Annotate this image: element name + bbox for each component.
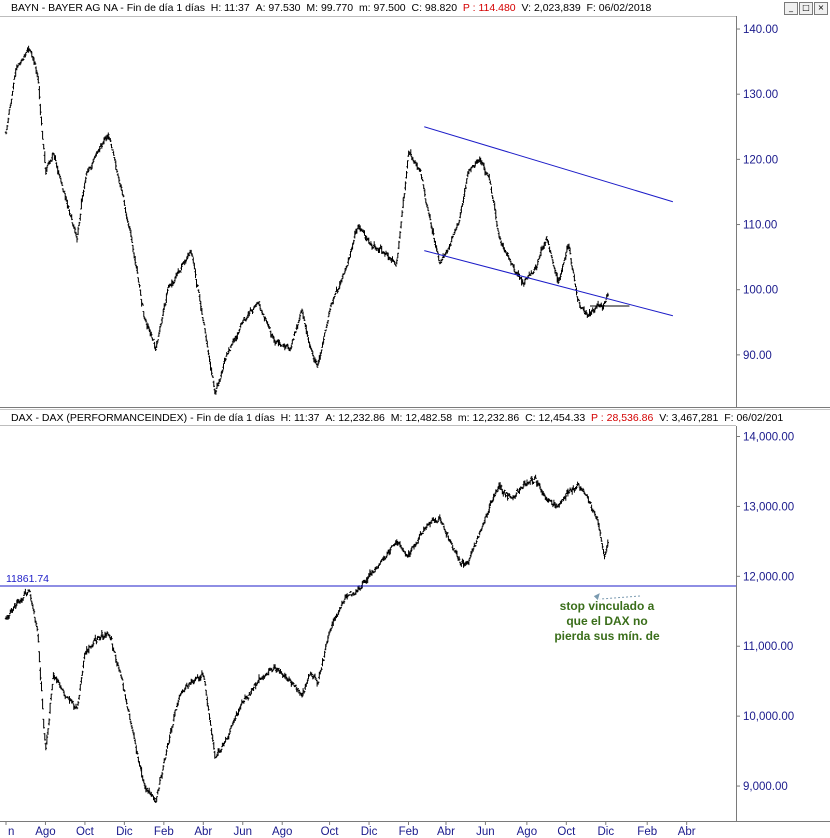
y-tick-label: 120.00: [743, 154, 778, 166]
x-tick-label: Ago: [517, 826, 537, 838]
dax-p-value: 28,536.86: [606, 412, 654, 424]
dax-low: 12,232.86: [472, 412, 520, 424]
bayer-open: 97.530: [268, 2, 301, 14]
bayer-p-value: 114.480: [478, 2, 516, 14]
y-tick-label: 12,000.00: [743, 571, 794, 583]
x-tick-label: Feb: [154, 826, 174, 838]
annotation-line: que el DAX no: [566, 614, 647, 628]
bayer-header: BAYN - BAYER AG NA - Fin de día 1 días H…: [11, 2, 652, 14]
support-hline-label: 11861.74: [6, 573, 49, 585]
x-tick-label: Jun: [476, 826, 495, 838]
bayer-high: 99.770: [320, 2, 354, 14]
ohlc-bar-set: [4, 474, 609, 803]
bayer-date: 06/02/2018: [598, 2, 652, 14]
x-tick-label: Ago: [272, 826, 292, 838]
time-axis: n Ago Oct Dic Feb Abr Jun Ago Oct Dic Feb Abr Jun Ago…: [5, 821, 696, 838]
dax-date: 06/02/201: [736, 412, 784, 424]
lower-trendline[interactable]: [424, 250, 673, 317]
y-tick-label: 110.00: [743, 220, 777, 232]
x-tick-label: Dic: [597, 826, 614, 838]
dax-price-pane: 14,000.00 13,000.00 12,000.00 11,000.00 10,0…: [0, 431, 794, 803]
y-tick-label: 13,000.00: [743, 501, 794, 513]
y-tick-label: 90.00: [743, 350, 772, 362]
annotation-line: pierda sus mín. de: [554, 629, 660, 643]
x-tick-label: Abr: [437, 826, 455, 838]
minimize-button[interactable]: _: [784, 2, 798, 15]
dax-title: DAX - DAX (PERFORMANCEINDEX) - Fin de dí…: [11, 412, 275, 424]
x-tick-label: Oct: [76, 826, 95, 838]
dax-price-bars: [4, 474, 609, 803]
x-tick-label: Oct: [557, 826, 576, 838]
x-tick-label: Dic: [116, 826, 133, 838]
dax-time: 11:37: [294, 412, 320, 424]
x-tick-label: Ago: [35, 826, 55, 838]
annotation-line: stop vinculado a: [560, 599, 655, 613]
bayer-close: 98.820: [424, 2, 458, 14]
dax-open: 12,232.86: [338, 412, 385, 424]
x-tick-label: Oct: [321, 826, 340, 838]
x-tick-label: Jun: [233, 826, 252, 838]
maximize-button[interactable]: □: [799, 2, 813, 15]
y-tick-label: 14,000.00: [743, 431, 794, 443]
upper-trendline[interactable]: [424, 126, 674, 203]
bayer-price-pane: 140.00 130.00 120.00 110.00 100.00 90.00: [4, 24, 778, 395]
dax-high: 12,482.58: [405, 412, 453, 424]
dax-close: 12,454.33: [538, 412, 586, 424]
y-tick-label: 140.00: [743, 24, 778, 36]
bayer-title: BAYN - BAYER AG NA - Fin de día 1 días: [11, 2, 205, 14]
bayer-low: 97.500: [373, 2, 406, 14]
annotation-arrow-line: [599, 595, 641, 600]
annotation-arrow-head: [593, 593, 600, 601]
x-tick-label: n: [8, 826, 14, 838]
y-tick-label: 10,000.00: [743, 711, 794, 723]
x-tick-label: Abr: [194, 826, 212, 838]
ohlc-bar-set: [4, 45, 609, 395]
x-tick-label: Dic: [361, 826, 378, 838]
bayer-price-bars: [4, 45, 609, 395]
window-controls: _ □ ×: [784, 2, 828, 15]
x-tick-label: Feb: [399, 826, 419, 838]
close-button[interactable]: ×: [814, 2, 828, 15]
y-tick-label: 11,000.00: [743, 641, 793, 653]
x-tick-label: Abr: [678, 826, 696, 838]
dax-header: DAX - DAX (PERFORMANCEINDEX) - Fin de dí…: [11, 412, 784, 424]
dax-volume: 3,467,281: [671, 412, 719, 424]
y-tick-label: 9,000.00: [743, 781, 788, 793]
bayer-time: 11:37: [224, 2, 250, 14]
x-tick-label: Feb: [637, 826, 657, 838]
y-tick-label: 100.00: [743, 285, 778, 297]
y-tick-label: 130.00: [743, 89, 778, 101]
bayer-volume: 2,023,839: [533, 2, 581, 14]
